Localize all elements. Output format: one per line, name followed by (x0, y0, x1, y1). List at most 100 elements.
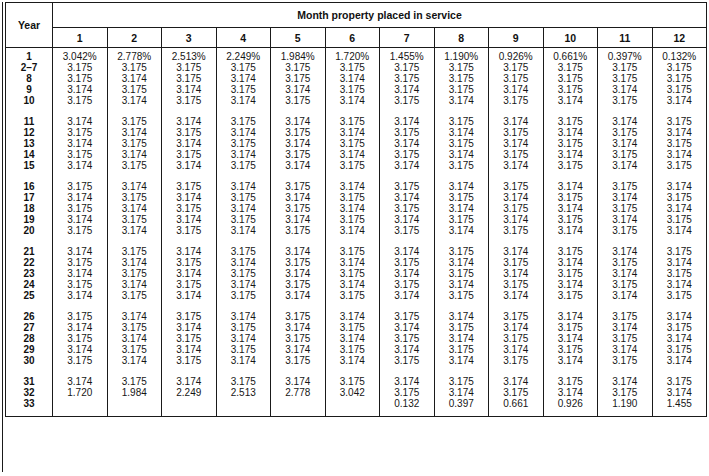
value-cell: 3.174 (598, 376, 653, 387)
value-cell (216, 302, 271, 311)
value-cell (271, 237, 326, 246)
year-label-32: 32 (6, 387, 53, 398)
value-cell: 3.174 (543, 279, 598, 290)
header-row-span: Year Month property placed in service (6, 3, 707, 28)
value-cell (53, 398, 108, 409)
value-cell: 3.174 (162, 290, 217, 301)
value-cell: 0.397% (598, 51, 653, 62)
value-cell: 3.175 (216, 376, 271, 387)
value-cell: 3.174 (543, 149, 598, 160)
value-cell: 3.175 (598, 62, 653, 73)
table-row: 293.1743.1753.1743.1753.1743.1753.1743.1… (6, 344, 707, 355)
value-cell: 3.175 (543, 268, 598, 279)
value-cell: 3.175 (216, 62, 271, 73)
value-cell: 3.174 (380, 84, 435, 95)
value-cell: 3.175 (162, 225, 217, 236)
value-cell: 2.249% (216, 51, 271, 62)
value-cell: 3.175 (489, 387, 544, 398)
table-row: 113.1743.1753.1743.1753.1743.1753.1743.1… (6, 116, 707, 127)
value-cell: 3.175 (216, 160, 271, 171)
value-cell: 3.174 (543, 387, 598, 398)
value-cell: 3.175 (216, 246, 271, 257)
value-cell: 2.778% (107, 51, 162, 62)
value-cell: 3.175 (489, 62, 544, 73)
month-column-header-10: 10 (543, 28, 598, 48)
value-cell: 3.174 (162, 322, 217, 333)
value-cell: 3.175 (434, 376, 489, 387)
value-cell: 3.174 (325, 181, 380, 192)
value-cell (489, 107, 544, 116)
value-cell: 3.174 (543, 95, 598, 106)
value-cell (652, 107, 707, 116)
value-cell: 3.175 (325, 214, 380, 225)
value-cell: 3.174 (216, 181, 271, 192)
value-cell (271, 398, 326, 409)
value-cell: 3.175 (489, 257, 544, 268)
value-cell: 3.174 (380, 246, 435, 257)
value-cell: 3.175 (489, 225, 544, 236)
year-label-28: 28 (6, 333, 53, 344)
value-cell (325, 237, 380, 246)
year-label-18: 18 (6, 203, 53, 214)
value-cell: 3.174 (107, 225, 162, 236)
value-cell: 3.175 (325, 290, 380, 301)
value-cell: 0.661% (543, 51, 598, 62)
value-cell: 3.175 (489, 311, 544, 322)
value-cell: 3.174 (652, 95, 707, 106)
value-cell (53, 172, 108, 181)
value-cell: 3.175 (53, 257, 108, 268)
value-cell (598, 107, 653, 116)
value-cell: 3.175 (489, 73, 544, 84)
value-cell: 3.174 (53, 376, 108, 387)
group-gap-row (6, 237, 707, 246)
value-cell: 3.174 (216, 73, 271, 84)
value-cell: 0.397 (434, 398, 489, 409)
value-cell: 3.175 (53, 95, 108, 106)
value-cell: 3.175 (380, 127, 435, 138)
year-label-25: 25 (6, 290, 53, 301)
value-cell (107, 237, 162, 246)
value-cell: 3.175 (543, 246, 598, 257)
value-cell (652, 237, 707, 246)
value-cell: 3.175 (380, 149, 435, 160)
value-cell: 3.175 (162, 95, 217, 106)
value-cell: 3.175 (53, 311, 108, 322)
value-cell: 3.175 (53, 279, 108, 290)
table-row: 193.1743.1753.1743.1753.1743.1753.1743.1… (6, 214, 707, 225)
value-cell: 3.174 (489, 322, 544, 333)
value-cell: 3.175 (216, 84, 271, 95)
table-row: 153.1743.1753.1743.1753.1743.1753.1743.1… (6, 160, 707, 171)
value-cell: 3.175 (107, 62, 162, 73)
group-gap-row (6, 367, 707, 376)
value-cell: 3.174 (652, 203, 707, 214)
value-cell: 3.175 (598, 181, 653, 192)
value-cell: 3.175 (543, 344, 598, 355)
value-cell: 3.174 (107, 279, 162, 290)
value-cell: 3.175 (162, 73, 217, 84)
value-cell: 3.174 (271, 376, 326, 387)
value-cell (162, 398, 217, 409)
value-cell: 3.175 (434, 160, 489, 171)
value-cell: 3.175 (543, 116, 598, 127)
table-row: 2–73.1753.1753.1753.1753.1753.1753.1753.… (6, 62, 707, 73)
value-cell (652, 172, 707, 181)
value-cell: 3.175 (271, 73, 326, 84)
value-cell: 3.175 (107, 160, 162, 171)
year-label-29: 29 (6, 344, 53, 355)
value-cell (162, 107, 217, 116)
value-cell (489, 367, 544, 376)
value-cell: 3.174 (162, 376, 217, 387)
value-cell: 3.175 (434, 214, 489, 225)
value-cell: 3.174 (598, 160, 653, 171)
value-cell: 3.175 (271, 181, 326, 192)
value-cell (434, 367, 489, 376)
value-cell: 3.174 (107, 127, 162, 138)
year-column-header: Year (6, 3, 53, 48)
value-cell: 3.175 (434, 73, 489, 84)
table-row: 83.1753.1743.1753.1743.1753.1743.1753.17… (6, 73, 707, 84)
value-cell: 3.175 (598, 333, 653, 344)
value-cell: 3.174 (271, 116, 326, 127)
value-cell (107, 107, 162, 116)
value-cell: 3.175 (434, 192, 489, 203)
month-column-header-9: 9 (489, 28, 544, 48)
